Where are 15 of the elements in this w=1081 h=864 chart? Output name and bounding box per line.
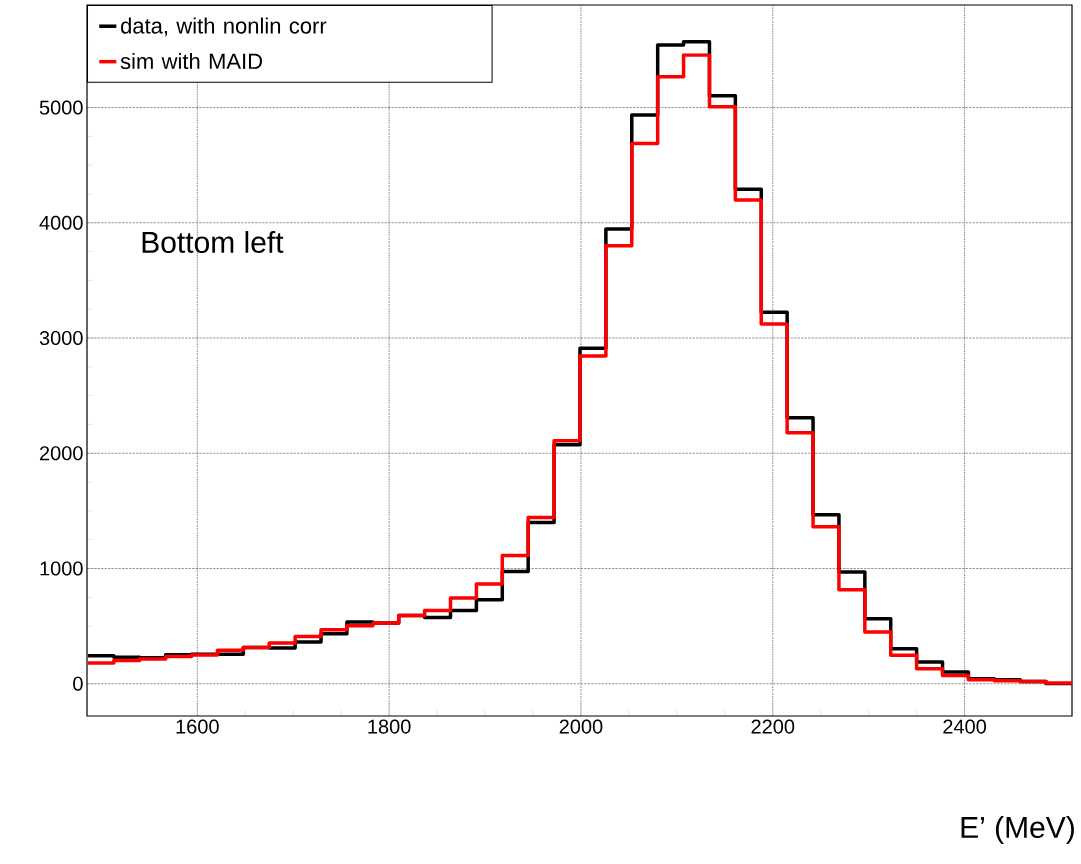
- legend-label: data, with nonlin corr: [121, 17, 327, 37]
- legend-label: sim with MAID: [120, 52, 263, 70]
- y-tick-label: 2000: [39, 446, 83, 461]
- x-tick-label: 2000: [559, 719, 603, 734]
- x-axis-title: E’ (MeV): [961, 816, 1074, 844]
- y-tick-label: 0: [73, 676, 83, 691]
- y-tick-label: 4000: [39, 215, 83, 230]
- y-tick-label: 3000: [39, 330, 83, 346]
- annotation: Bottom left: [142, 230, 284, 254]
- x-tick-label: 2200: [751, 719, 795, 734]
- x-tick-label: 2400: [943, 719, 987, 734]
- x-tick-label: 1800: [368, 719, 411, 734]
- y-tick-label: 5000: [39, 100, 83, 115]
- x-tick-label: 1600: [176, 719, 219, 734]
- y-tick-label: 1000: [40, 561, 83, 576]
